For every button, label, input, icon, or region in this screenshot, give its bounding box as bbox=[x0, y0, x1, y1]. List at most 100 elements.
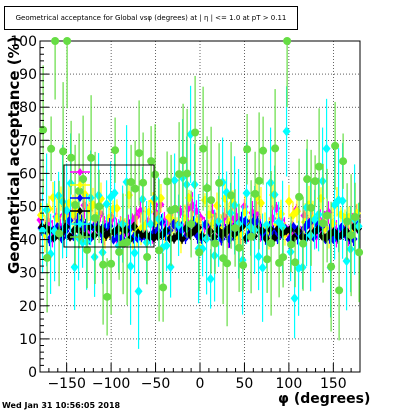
data-point bbox=[327, 262, 336, 271]
data-point bbox=[115, 247, 124, 256]
data-point bbox=[79, 175, 88, 184]
data-point bbox=[111, 146, 120, 155]
data-point bbox=[207, 196, 216, 205]
data-point bbox=[178, 233, 187, 244]
y-axis-label: Geometrical acceptance (%) bbox=[5, 36, 23, 275]
series-6 bbox=[39, 37, 364, 341]
data-point bbox=[259, 146, 268, 155]
axes: −150 −100 −50 0 50 100 150 0 10 20 30 40 50 60 70 80 90 1… bbox=[10, 34, 361, 392]
legend-marker bbox=[77, 220, 83, 228]
data-point bbox=[55, 229, 64, 238]
data-point bbox=[70, 262, 79, 273]
legend-marker bbox=[77, 233, 83, 241]
data-point bbox=[199, 144, 208, 153]
chart-title: Geometrical acceptance for Global vsφ (d… bbox=[4, 6, 298, 30]
data-point bbox=[139, 178, 148, 187]
data-point bbox=[135, 149, 144, 158]
data-point bbox=[203, 184, 212, 193]
data-point bbox=[123, 238, 132, 247]
data-point bbox=[127, 178, 136, 187]
data-point bbox=[291, 258, 300, 267]
data-point bbox=[247, 232, 256, 241]
data-point bbox=[166, 261, 175, 272]
data-point bbox=[131, 184, 140, 193]
x-axis-label: φ (degrees) bbox=[278, 391, 371, 407]
data-point bbox=[252, 209, 261, 220]
data-point bbox=[46, 248, 55, 259]
data-point bbox=[206, 273, 215, 284]
x-tick-label: 50 bbox=[236, 376, 254, 392]
data-point bbox=[155, 246, 164, 255]
timestamp: Wed Jan 31 10:56:05 2018 bbox=[2, 401, 121, 410]
data-point bbox=[206, 226, 215, 237]
data-point bbox=[215, 178, 224, 187]
data-point bbox=[263, 255, 272, 264]
data-point bbox=[71, 201, 80, 210]
data-point bbox=[307, 203, 316, 212]
data-point bbox=[278, 221, 287, 232]
data-point bbox=[146, 219, 155, 230]
y-tick-label: 20 bbox=[19, 299, 37, 315]
data-point bbox=[347, 231, 356, 240]
y-tick-label: 10 bbox=[19, 332, 37, 348]
data-point bbox=[59, 147, 68, 156]
data-point bbox=[102, 199, 111, 210]
y-tick-label: 70 bbox=[19, 133, 37, 149]
data-point bbox=[51, 37, 60, 45]
y-tick-label: 50 bbox=[19, 200, 37, 216]
data-point bbox=[331, 141, 340, 150]
data-point bbox=[267, 239, 276, 248]
y-tick-label: 60 bbox=[19, 166, 37, 182]
data-point bbox=[63, 37, 72, 45]
data-point bbox=[283, 37, 292, 45]
data-point bbox=[162, 240, 171, 251]
data-point bbox=[65, 215, 74, 226]
legend-marker bbox=[77, 168, 83, 176]
legend bbox=[63, 164, 155, 248]
x-tick-label: 100 bbox=[276, 376, 303, 392]
data-point bbox=[282, 126, 291, 137]
data-point bbox=[351, 213, 360, 222]
data-point bbox=[310, 214, 319, 225]
data-point bbox=[258, 262, 267, 273]
data-point bbox=[171, 204, 180, 213]
data-point bbox=[290, 293, 299, 304]
data-point bbox=[323, 211, 332, 220]
data-point bbox=[151, 170, 160, 179]
data-point bbox=[110, 188, 119, 199]
y-tick-label: 100 bbox=[10, 34, 37, 50]
legend-marker bbox=[77, 194, 83, 202]
data-point bbox=[231, 223, 240, 232]
data-point bbox=[130, 221, 139, 232]
data-point bbox=[211, 239, 220, 248]
data-point bbox=[342, 255, 351, 266]
data-point bbox=[299, 239, 308, 248]
y-tick-label: 90 bbox=[19, 67, 37, 83]
y-tick-label: 40 bbox=[19, 233, 37, 249]
data-point bbox=[275, 258, 284, 267]
data-point bbox=[43, 253, 52, 262]
data-point bbox=[235, 243, 244, 252]
data-point bbox=[311, 177, 320, 186]
y-tick-label: 0 bbox=[28, 365, 37, 381]
x-tick-label: 150 bbox=[320, 376, 347, 392]
data-point bbox=[319, 219, 328, 228]
data-point bbox=[134, 286, 143, 297]
data-point bbox=[159, 283, 168, 292]
data-point bbox=[91, 213, 100, 222]
data-series bbox=[36, 37, 364, 349]
data-point bbox=[175, 170, 184, 179]
data-point bbox=[243, 145, 252, 154]
data-point bbox=[147, 157, 156, 166]
data-point bbox=[103, 292, 112, 301]
data-point bbox=[195, 248, 204, 257]
data-point bbox=[191, 128, 200, 137]
x-tick-label: −50 bbox=[141, 376, 171, 392]
data-point bbox=[335, 286, 344, 295]
data-point bbox=[67, 153, 76, 162]
data-point bbox=[339, 157, 348, 166]
data-point bbox=[99, 260, 108, 269]
data-point bbox=[183, 169, 192, 178]
data-point bbox=[262, 220, 271, 231]
data-point bbox=[242, 188, 251, 199]
